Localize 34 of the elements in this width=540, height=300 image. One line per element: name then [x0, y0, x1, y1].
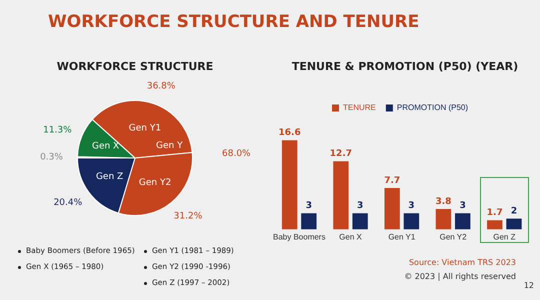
- x-tick-label: Gen X: [339, 232, 363, 242]
- data-label: 3.8: [435, 196, 452, 207]
- data-label: 31.2%: [174, 212, 203, 222]
- x-tick-label: Baby Boomers: [273, 232, 326, 242]
- source-note: Source: Vietnam TRS 2023: [408, 258, 516, 267]
- data-label: 11.3%: [43, 125, 72, 136]
- x-tick-label: Gen Y1: [388, 232, 416, 242]
- data-label: 3: [460, 201, 466, 212]
- text: Gen Y: [156, 141, 183, 151]
- text: 12: [524, 281, 534, 290]
- text: 68.0%: [222, 149, 251, 159]
- data-label: 20.4%: [54, 198, 83, 208]
- text: WORKFORCE STRUCTURE AND TENURE: [48, 12, 420, 32]
- slice-label: Gen Y1: [128, 123, 162, 134]
- slice-label: Gen Y2: [138, 178, 172, 188]
- slice-label: Gen Z: [96, 172, 124, 182]
- chart-title: WORKFORCE STRUCTURE: [56, 60, 214, 73]
- data-label: 12.7: [330, 149, 352, 160]
- chart-title: TENURE & PROMOTION (P50) (YEAR): [290, 60, 520, 73]
- data-label: 3: [408, 201, 415, 212]
- data-label: 7.7: [384, 176, 400, 186]
- data-label: 16.6: [278, 128, 301, 138]
- x-tick-label: Gen Z: [493, 232, 516, 242]
- legend-label: PROMOTION (P50): [396, 103, 468, 112]
- data-label: 3: [306, 201, 312, 212]
- slice-label: Gen X: [92, 142, 120, 152]
- x-tick-label: Gen Y2: [440, 232, 468, 242]
- data-label: 1.7: [486, 208, 503, 218]
- legend-label: TENURE: [342, 103, 376, 112]
- text: © 2023 | All rights reserved: [404, 272, 516, 281]
- data-label: 3: [357, 201, 364, 212]
- data-label: 36.8%: [146, 82, 176, 92]
- data-label: 2: [510, 206, 518, 217]
- data-label: 0.3%: [40, 152, 64, 162]
